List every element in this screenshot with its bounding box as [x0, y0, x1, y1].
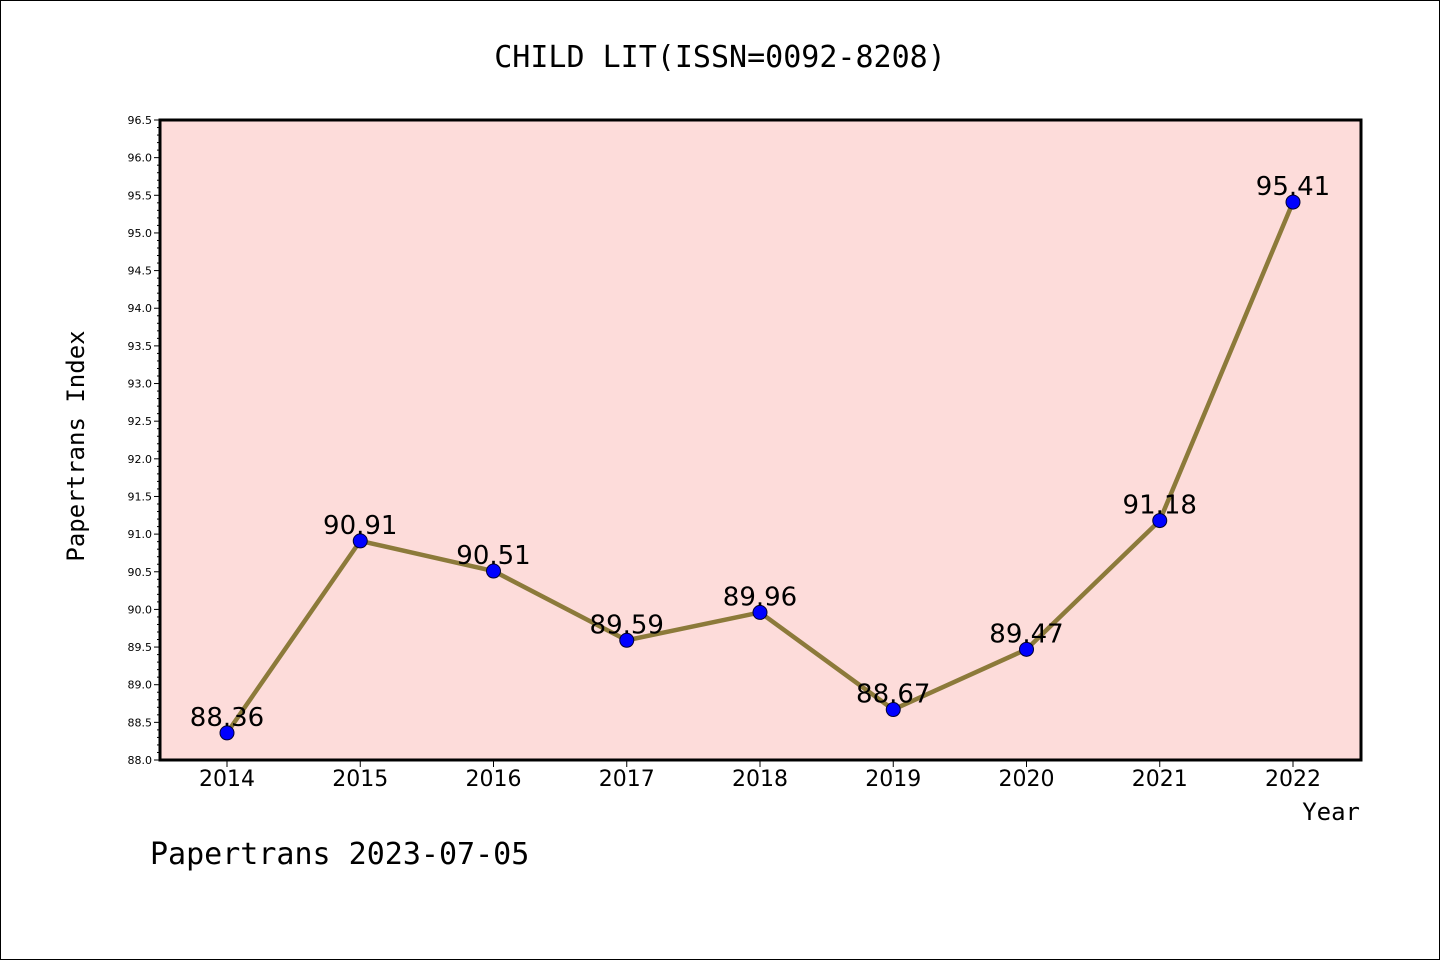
plot-border: [158, 118, 1363, 762]
data-point-marker: [1019, 641, 1034, 657]
y-axis-ticks: 88.0 88.5 89.0 89.5 90.0 90.5 91.0 91.5 92.0 92.5…: [128, 114, 160, 767]
y-tick-label: 93.5: [128, 340, 153, 353]
data-point-marker: [752, 604, 768, 620]
data-labels-layer: 88.36 90.91 90.51 89.59 89.96 88.67 89.47 91.18…: [190, 172, 1330, 733]
y-tick-label: 91.0: [128, 528, 153, 541]
data-point-marker: [219, 725, 235, 741]
data-label: 89.59: [590, 610, 664, 640]
x-axis-label: Year: [1302, 798, 1360, 826]
y-tick-label: 90.5: [128, 566, 153, 579]
x-tick-label: 2020: [999, 767, 1055, 792]
data-label: 95.41: [1256, 172, 1330, 202]
plot-area: [160, 120, 1361, 760]
y-tick-label: 94.5: [128, 265, 153, 278]
y-tick-label: 88.5: [128, 716, 153, 729]
y-tick-label: 89.5: [128, 641, 153, 654]
y-tick-label: 92.5: [128, 415, 153, 428]
x-tick-label: 2014: [199, 767, 255, 792]
x-tick-label: 2022: [1265, 767, 1321, 792]
y-tick-label: 95.5: [128, 189, 153, 202]
data-point-marker: [486, 563, 501, 579]
data-point-marker: [352, 533, 368, 549]
watermark-text: Papertrans 2023-07-05: [150, 837, 529, 872]
data-point-marker: [885, 702, 901, 718]
y-tick-label: 95.0: [128, 227, 153, 240]
data-label: 89.96: [723, 582, 797, 612]
x-axis-ticks: 2014 2015 2016 2017 2018 2019 2020 2021 2022: [199, 760, 1321, 792]
y-tick-label: 90.0: [128, 603, 153, 616]
y-tick-label: 92.0: [128, 453, 153, 466]
x-tick-label: 2018: [732, 767, 788, 792]
y-tick-label: 88.0: [128, 754, 153, 767]
data-label: 90.51: [456, 541, 530, 571]
y-tick-label: 91.5: [128, 490, 153, 503]
y-tick-label: 93.0: [128, 378, 153, 391]
data-label: 88.36: [190, 703, 264, 733]
data-point-marker: [1152, 513, 1168, 529]
data-label: 90.91: [323, 511, 397, 541]
x-tick-label: 2017: [599, 767, 655, 792]
chart-title: CHILD LIT(ISSN=0092-8208): [494, 40, 946, 75]
data-point-marker: [619, 632, 635, 648]
data-label: 91.18: [1123, 491, 1197, 521]
y-tick-label: 94.0: [128, 302, 153, 315]
x-tick-label: 2021: [1132, 767, 1188, 792]
y-tick-label: 96.5: [128, 114, 153, 127]
y-tick-label: 96.0: [128, 152, 153, 165]
y-tick-label: 89.0: [128, 679, 153, 692]
x-tick-label: 2019: [865, 767, 921, 792]
x-tick-label: 2015: [332, 767, 388, 792]
data-label: 88.67: [856, 680, 930, 710]
series-layer: [219, 194, 1301, 741]
data-point-marker: [1285, 194, 1301, 210]
data-label: 89.47: [989, 619, 1063, 649]
y-axis-label: Papertrans Index: [62, 330, 90, 561]
x-tick-label: 2016: [466, 767, 522, 792]
